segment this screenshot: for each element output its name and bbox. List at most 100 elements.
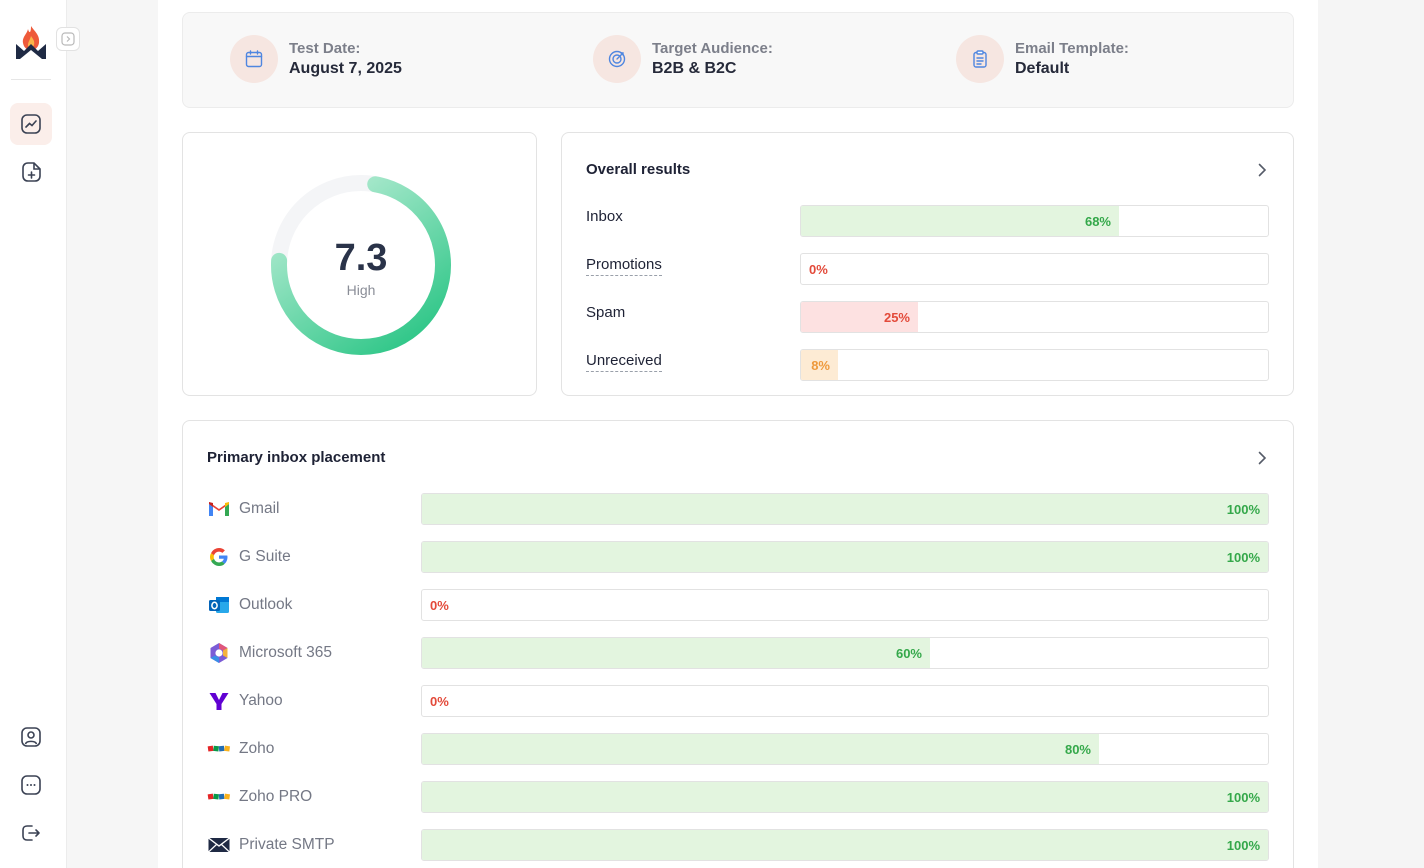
chevron-right-icon[interactable] (1255, 163, 1269, 177)
sidebar-item-logout[interactable] (10, 812, 52, 854)
score-value: 7.3 (334, 237, 388, 279)
google-icon (207, 545, 231, 569)
provider-zoho-bar-value: 80% (1064, 742, 1091, 757)
provider-g-suite-bar-fill (422, 542, 1268, 572)
sidebar-item-new-test[interactable] (10, 151, 52, 193)
provider-name: Zoho PRO (239, 788, 313, 805)
provider-name: Private SMTP (239, 836, 335, 853)
chevron-right-icon[interactable] (1255, 451, 1269, 465)
result-spam-bar: 25% (800, 301, 1269, 333)
zoho-icon (207, 737, 231, 761)
result-promotions-bar-value: 0% (809, 262, 828, 277)
provider-outlook-bar-value: 0% (430, 598, 449, 613)
provider-zoho-pro-bar-value: 100% (1226, 790, 1260, 805)
outlook-icon (207, 593, 231, 617)
logout-icon (22, 825, 40, 841)
placement-title: Primary inbox placement (207, 449, 386, 466)
provider-zoho-bar: 80% (421, 733, 1269, 765)
score-gauge (271, 175, 451, 355)
overall-results-card: Overall results Inbox 68% Promotions 0% Spam… (561, 132, 1294, 396)
provider-outlook-bar: 0% (421, 589, 1269, 621)
provider-name: G Suite (239, 548, 291, 565)
gmail-icon (207, 497, 231, 521)
provider-g-suite-bar: 100% (421, 541, 1269, 573)
sidebar (0, 0, 80, 868)
result-inbox-bar-value: 68% (1084, 214, 1111, 229)
provider-private-smtp-bar-value: 100% (1226, 838, 1260, 853)
provider-gmail: Gmail (207, 497, 279, 521)
target-audience-value: B2B & B2C (652, 60, 737, 77)
sidebar-divider (11, 79, 51, 80)
provider-gmail-bar: 100% (421, 493, 1269, 525)
provider-zoho-bar-fill (422, 734, 1099, 764)
result-label-spam: Spam (586, 304, 626, 321)
provider-private-smtp: Private SMTP (207, 833, 335, 857)
result-unreceived-bar: 8% (800, 349, 1269, 381)
score-label: High (346, 282, 376, 298)
sidebar-item-analytics[interactable] (10, 103, 52, 145)
provider-g-suite-bar-value: 100% (1226, 550, 1260, 565)
result-unreceived-bar-fill (801, 350, 838, 380)
target-audience-item: Target Audience: B2B & B2C (593, 35, 773, 83)
logo-flame-icon[interactable] (14, 24, 48, 60)
user-profile-icon (21, 727, 41, 747)
provider-private-smtp-bar: 100% (421, 829, 1269, 861)
clipboard-icon (956, 35, 1004, 83)
provider-yahoo-bar: 0% (421, 685, 1269, 717)
provider-name: Outlook (239, 596, 293, 613)
provider-zoho: Zoho (207, 737, 274, 761)
provider-microsoft-365-bar-value: 60% (895, 646, 922, 661)
email-template-item: Email Template: Default (956, 35, 1129, 83)
provider-yahoo: Yahoo (207, 689, 283, 713)
add-file-icon (22, 162, 41, 182)
email-template-value: Default (1015, 60, 1070, 77)
result-label-promotions[interactable]: Promotions (586, 256, 662, 276)
target-audience-label: Target Audience: (652, 40, 773, 57)
provider-gmail-bar-value: 100% (1226, 502, 1260, 517)
primary-inbox-placement-card: Primary inbox placement Gmail 100% G Suite… (182, 420, 1294, 868)
score-card: 7.3 High (182, 132, 537, 396)
provider-outlook: Outlook (207, 593, 292, 617)
result-inbox-bar: 68% (800, 205, 1269, 237)
result-inbox-bar-fill (801, 206, 1119, 236)
provider-name: Yahoo (239, 692, 283, 709)
provider-yahoo-bar-value: 0% (430, 694, 449, 709)
test-date-value: August 7, 2025 (289, 60, 402, 77)
microsoft-365-icon (207, 641, 231, 665)
sidebar-item-support[interactable] (10, 764, 52, 806)
result-spam-bar-value: 25% (883, 310, 910, 325)
test-date-label: Test Date: (289, 40, 361, 57)
score-gauge-arc (271, 175, 451, 355)
chat-bubble-icon (21, 775, 41, 795)
provider-name: Zoho (239, 740, 275, 757)
calendar-icon (230, 35, 278, 83)
provider-microsoft-365: Microsoft 365 (207, 641, 332, 665)
provider-private-smtp-bar-fill (422, 830, 1268, 860)
provider-zoho-pro-bar-fill (422, 782, 1268, 812)
email-template-label: Email Template: (1015, 40, 1129, 57)
sidebar-item-profile[interactable] (10, 716, 52, 758)
provider-zoho-pro-bar: 100% (421, 781, 1269, 813)
test-date-item: Test Date: August 7, 2025 (230, 35, 402, 83)
yahoo-icon (207, 689, 231, 713)
main-content: Test Date: August 7, 2025 Target Audienc… (158, 0, 1318, 868)
chart-trend-icon (21, 114, 41, 134)
provider-microsoft-365-bar-fill (422, 638, 930, 668)
provider-name: Microsoft 365 (239, 644, 333, 661)
result-unreceived-bar-value: 8% (811, 358, 830, 373)
result-spam-bar-fill (801, 302, 918, 332)
provider-name: Gmail (239, 500, 280, 517)
overall-results-title: Overall results (586, 161, 691, 178)
chevron-right-icon (61, 32, 75, 46)
provider-zoho-pro: Zoho PRO (207, 785, 312, 809)
provider-g-suite: G Suite (207, 545, 291, 569)
target-icon (593, 35, 641, 83)
result-promotions-bar: 0% (800, 253, 1269, 285)
result-label-unreceived[interactable]: Unreceived (586, 352, 662, 372)
envelope-icon (207, 833, 231, 857)
collapse-sidebar-button[interactable] (56, 27, 80, 51)
provider-gmail-bar-fill (422, 494, 1268, 524)
test-info-bar: Test Date: August 7, 2025 Target Audienc… (182, 12, 1294, 108)
right-gutter (1318, 0, 1424, 868)
zoho-icon (207, 785, 231, 809)
